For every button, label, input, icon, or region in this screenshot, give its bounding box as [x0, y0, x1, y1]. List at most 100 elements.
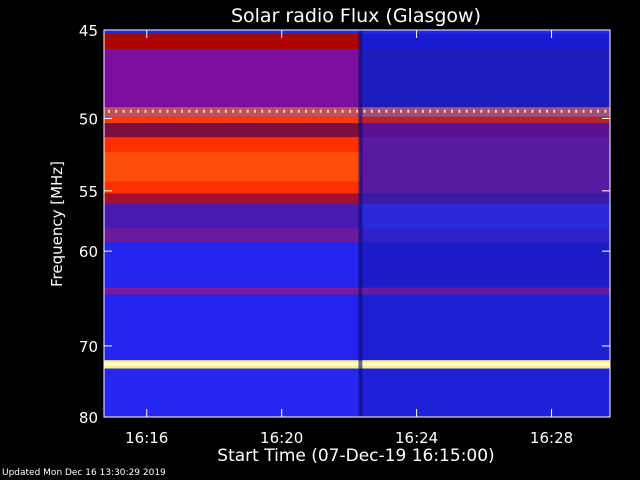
x-tick-label: 16:16: [125, 429, 168, 447]
dot-mark: [348, 109, 351, 113]
dot-mark: [151, 109, 154, 113]
x-tick-label: 16:20: [260, 429, 303, 447]
chart-title: Solar radio Flux (Glasgow): [231, 5, 481, 27]
dot-mark: [312, 109, 315, 113]
band-before-10: [104, 287, 361, 295]
dot-mark: [246, 109, 249, 113]
dot-mark: [443, 109, 446, 113]
band-before-13: [104, 368, 361, 417]
dot-mark: [202, 109, 205, 113]
dot-mark: [341, 109, 344, 113]
band-after-2: [360, 107, 610, 117]
dot-mark: [166, 109, 169, 113]
dot-mark: [378, 109, 381, 113]
band-after-8: [360, 228, 610, 243]
dot-mark: [436, 109, 439, 113]
dot-mark: [195, 109, 198, 113]
y-axis: 45 50 55 60 70 80: [79, 22, 610, 427]
dot-mark: [407, 109, 410, 113]
dot-mark: [480, 109, 483, 113]
dot-mark: [232, 109, 235, 113]
y-tick-label: 45: [79, 22, 98, 40]
dot-mark: [319, 109, 322, 113]
dot-mark: [115, 109, 118, 113]
dot-mark: [137, 109, 140, 113]
dot-mark: [144, 109, 147, 113]
dot-mark: [473, 109, 475, 113]
plot-frame: [103, 29, 611, 418]
x-tick-label: 16:28: [530, 429, 573, 447]
band-before-11: [104, 294, 361, 361]
dot-mark: [254, 109, 256, 113]
dot-mark: [239, 109, 242, 113]
dot-mark: [188, 109, 191, 113]
dot-mark: [509, 109, 512, 113]
dot-mark: [108, 109, 110, 113]
dot-mark: [268, 109, 271, 113]
x-tick-label: 16:24: [395, 429, 438, 447]
x-axis: 16:16 16:20 16:24 16:28: [125, 30, 573, 447]
dot-mark: [567, 109, 570, 113]
dot-mark: [516, 109, 519, 113]
band-after-7: [360, 203, 610, 229]
band-before-3: [104, 116, 361, 124]
band-after-6: [360, 193, 610, 204]
dot-mark: [524, 109, 527, 113]
dot-mark: [327, 109, 329, 113]
dot-mark: [297, 109, 300, 113]
dot-mark: [546, 109, 548, 113]
y-tick-label: 50: [79, 110, 98, 128]
dot-mark: [531, 109, 534, 113]
dot-mark: [560, 109, 563, 113]
dot-mark: [159, 109, 162, 113]
updated-timestamp: Updated Mon Dec 16 13:30:29 2019: [2, 468, 166, 478]
dot-mark: [429, 109, 432, 113]
dot-mark: [597, 109, 600, 113]
y-tick-label: 70: [79, 338, 98, 356]
dot-mark: [400, 109, 402, 113]
band-after-0: [360, 33, 610, 50]
dot-mark: [458, 109, 461, 113]
band-before-8: [104, 228, 361, 243]
dot-mark: [538, 109, 541, 113]
band-before-7: [104, 203, 361, 229]
dot-mark: [582, 109, 585, 113]
y-axis-label: Frequency [MHz]: [48, 161, 66, 287]
dot-mark: [589, 109, 592, 113]
step-edge: [358, 30, 363, 417]
band-after-11: [360, 294, 610, 361]
dot-mark: [129, 109, 132, 113]
y-tick-label: 80: [79, 409, 98, 427]
band-after-10: [360, 287, 610, 295]
hot-band-core: [104, 152, 361, 182]
dot-mark: [385, 109, 388, 113]
dot-mark: [502, 109, 505, 113]
plot-area: [103, 29, 611, 418]
dot-mark: [465, 109, 468, 113]
dot-mark: [173, 109, 176, 113]
dot-mark: [305, 109, 308, 113]
dot-mark: [181, 109, 183, 113]
band-before-6: [104, 193, 361, 204]
dot-mark: [363, 109, 366, 113]
band-after-4: [360, 123, 610, 138]
band-before-9: [104, 242, 361, 288]
dot-mark: [122, 109, 125, 113]
bright-line-core: [104, 362, 610, 366]
band-after-9: [360, 242, 610, 288]
x-axis-label: Start Time (07-Dec-19 16:15:00): [217, 446, 494, 466]
dot-mark: [421, 109, 424, 113]
dot-mark: [290, 109, 293, 113]
dot-mark: [283, 109, 286, 113]
dot-mark: [604, 109, 607, 113]
band-after-3: [360, 116, 610, 124]
dot-mark: [210, 109, 213, 113]
dot-mark: [487, 109, 490, 113]
dot-mark: [392, 109, 395, 113]
dot-mark: [224, 109, 227, 113]
dot-mark: [217, 109, 220, 113]
dot-mark: [494, 109, 497, 113]
dot-mark: [370, 109, 373, 113]
dot-mark: [414, 109, 417, 113]
